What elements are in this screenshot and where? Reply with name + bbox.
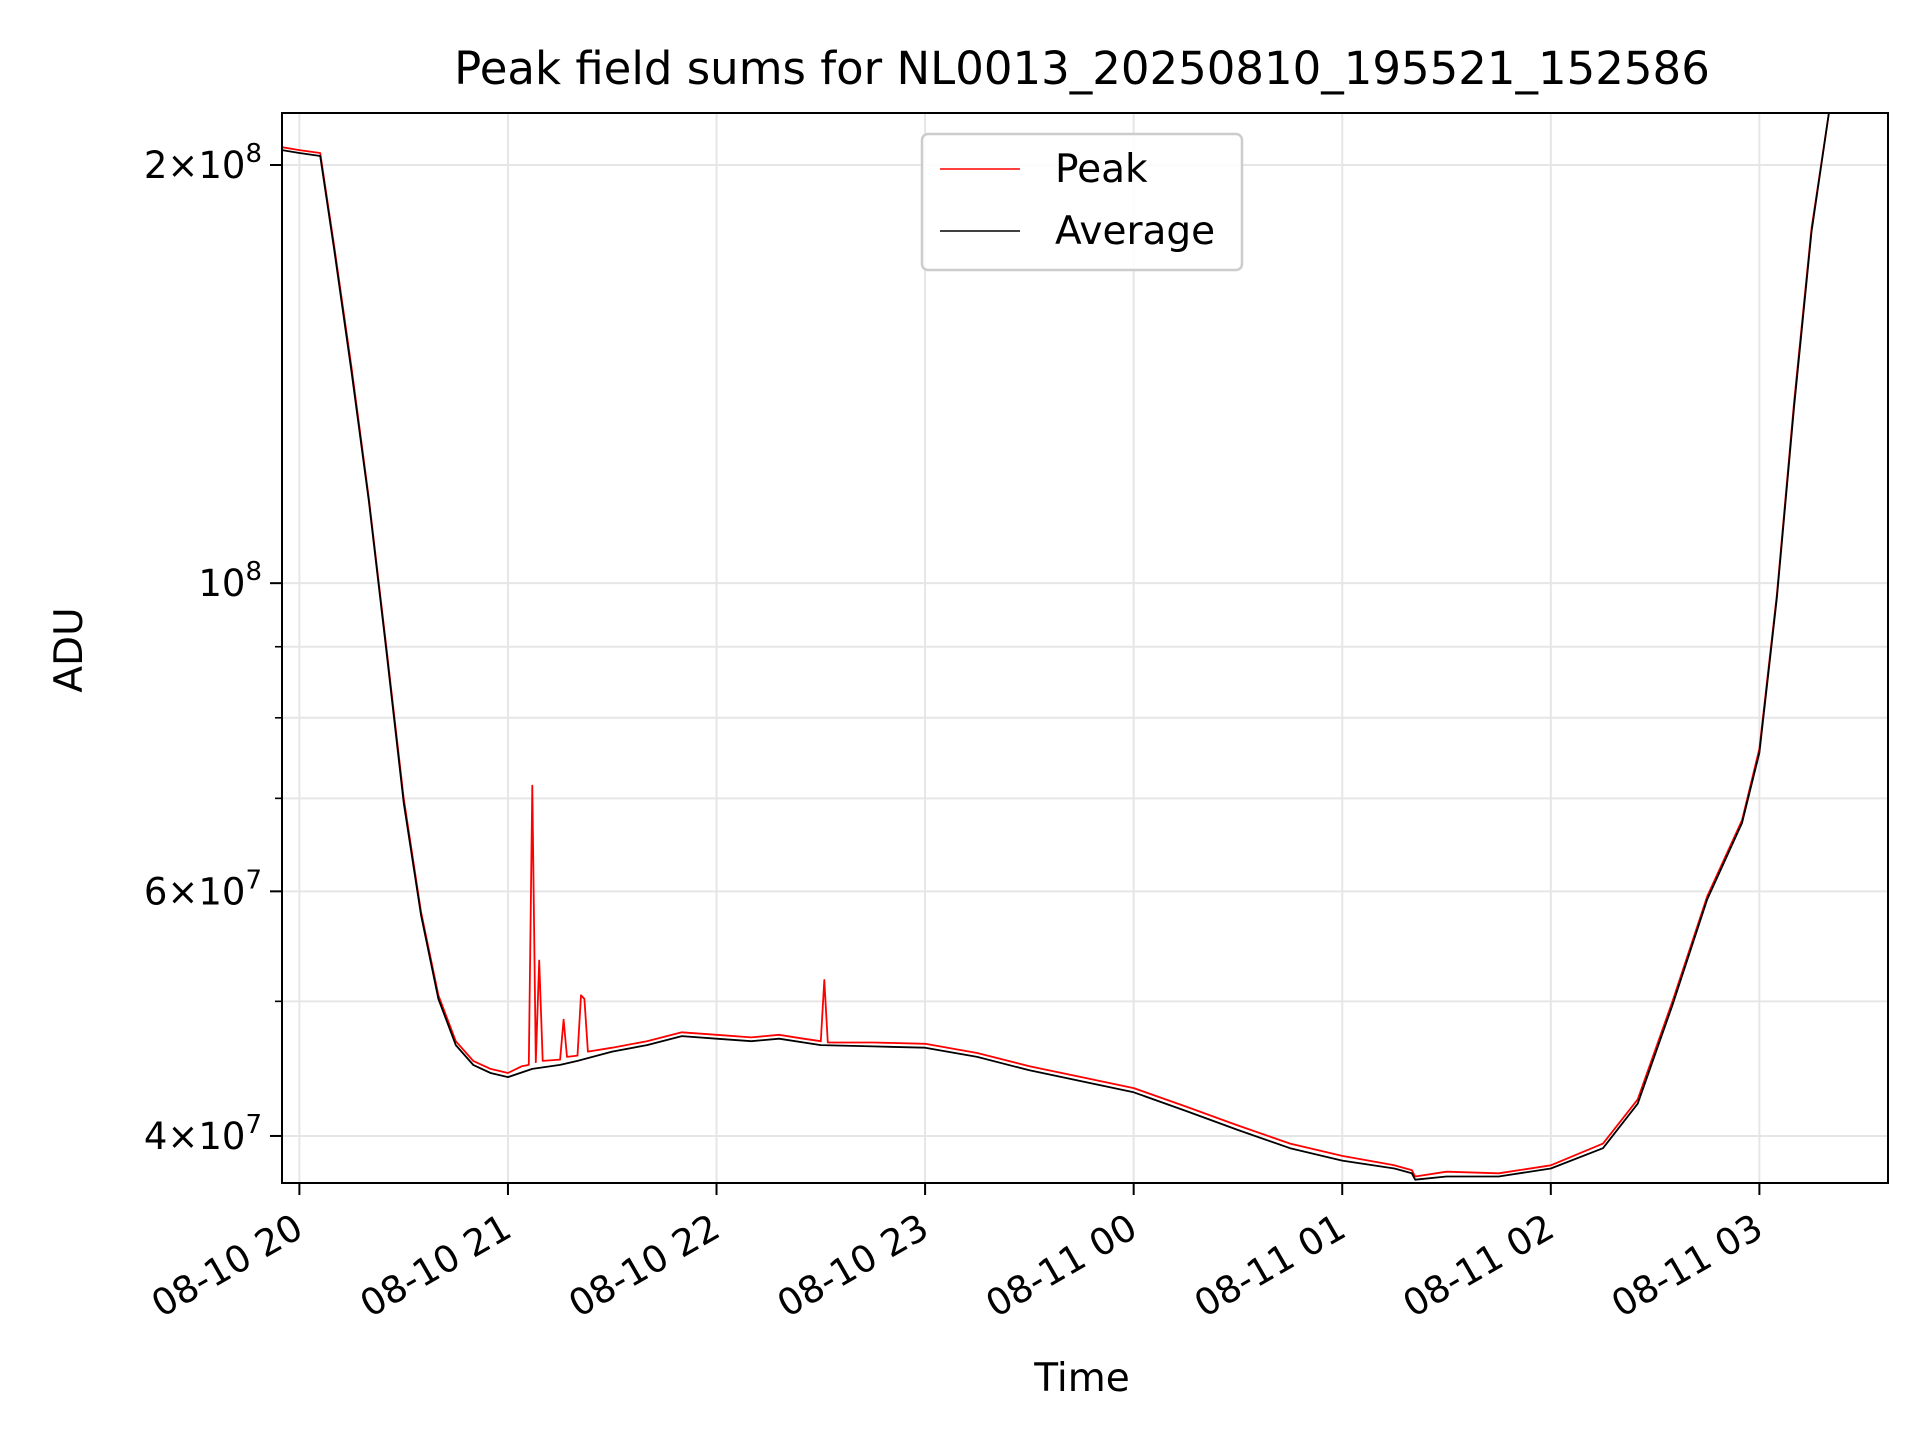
y-tick-label: 108 xyxy=(198,557,262,605)
legend: Peak Average xyxy=(920,132,1244,272)
chart-title: Peak field sums for NL0013_20250810_1955… xyxy=(454,42,1710,95)
grid xyxy=(282,113,1888,1183)
x-axis-label: Time xyxy=(1033,1356,1129,1401)
plot-series xyxy=(282,113,1830,1181)
series-line-peak xyxy=(282,113,1830,1178)
legend-label-peak: Peak xyxy=(1055,147,1148,192)
series-line-average xyxy=(282,113,1830,1181)
y-tick-label: 6×107 xyxy=(144,865,262,913)
y-tick-label: 2×108 xyxy=(144,139,262,187)
y-axis-label: ADU xyxy=(47,607,92,692)
y-tick-label: 4×107 xyxy=(144,1110,262,1158)
axes-frame xyxy=(281,112,1889,1184)
legend-box xyxy=(920,132,1244,272)
legend-label-average: Average xyxy=(1055,209,1215,254)
